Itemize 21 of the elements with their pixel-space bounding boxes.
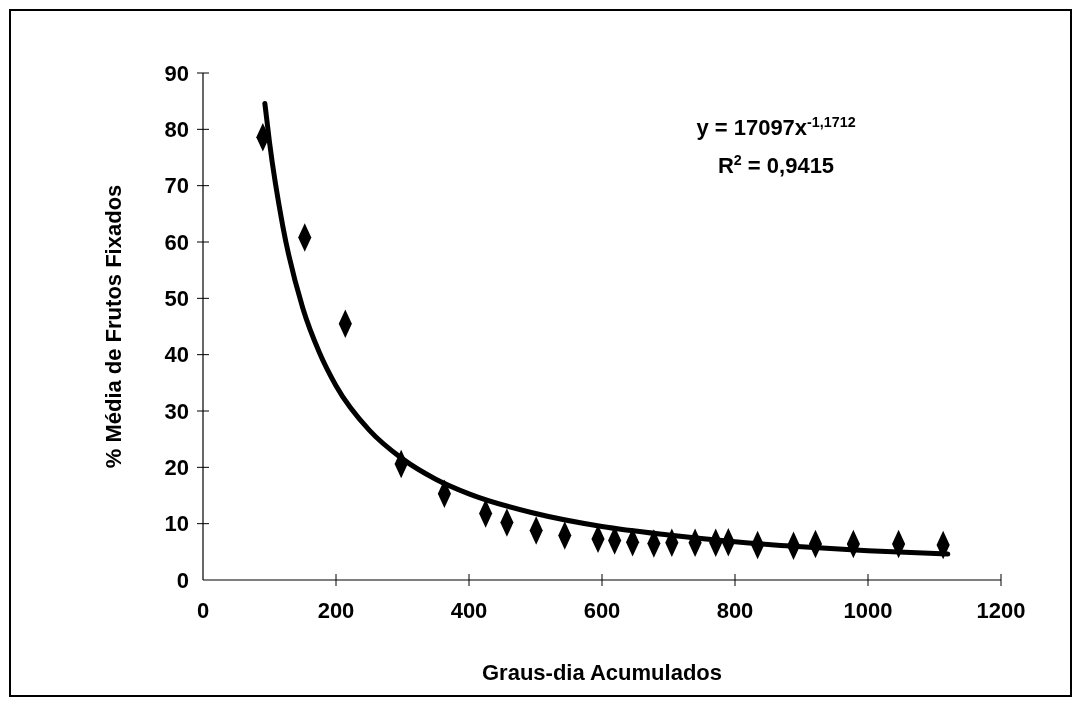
y-tick-label: 80 [164, 117, 189, 143]
x-axis-title: Graus-dia Acumulados [481, 660, 723, 685]
y-tick-label: 20 [164, 455, 189, 481]
x-tick-label: 1200 [976, 598, 1026, 623]
x-tick-label: 0 [196, 598, 210, 623]
y-tick-label: 60 [164, 229, 189, 255]
y-tick-label: 30 [164, 398, 189, 424]
x-tick-label: 200 [317, 598, 355, 623]
y-axis-title: % Média de Frutos Fixados [101, 184, 126, 469]
x-tick-label: 1000 [843, 598, 893, 623]
annotation: y = 17097x$^{-1,1712}$ [696, 114, 856, 140]
x-tick-label: 800 [716, 598, 754, 623]
y-tick-label: 10 [164, 511, 189, 537]
y-tick-label: 50 [164, 286, 189, 312]
annotation: R$^{2}$ = 0,9415 [717, 152, 835, 178]
y-tick-label: 70 [164, 173, 189, 199]
x-tick-label: 400 [450, 598, 488, 623]
y-tick-label: 40 [164, 342, 189, 368]
y-tick-label: 90 [164, 60, 189, 86]
y-tick-label: 0 [176, 567, 189, 593]
x-tick-label: 600 [583, 598, 621, 623]
